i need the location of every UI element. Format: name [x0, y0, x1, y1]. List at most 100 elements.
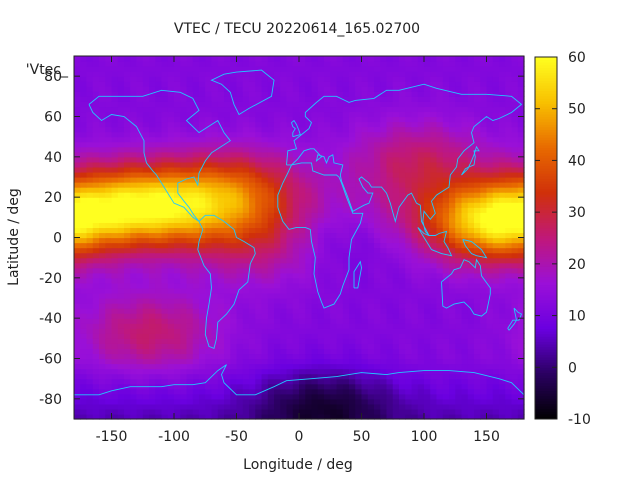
heatmap-cell: [217, 146, 225, 153]
heatmap-cell: [380, 262, 388, 269]
heatmap-cell: [517, 161, 525, 168]
heatmap-cell: [142, 292, 150, 299]
heatmap-cell: [411, 388, 419, 395]
heatmap-cell: [274, 298, 281, 304]
heatmap-cell: [99, 237, 106, 244]
heatmap-cell: [442, 413, 450, 420]
heatmap-cell: [230, 267, 238, 274]
heatmap-cell: [117, 126, 125, 133]
heatmap-cell: [467, 237, 475, 244]
heatmap-cell: [199, 71, 206, 77]
heatmap-cell: [205, 131, 213, 138]
heatmap-cell: [192, 91, 200, 97]
heatmap-cell: [99, 378, 106, 385]
heatmap-cell: [249, 106, 256, 113]
heatmap-cell: [92, 237, 100, 244]
heatmap-cell: [474, 136, 481, 143]
heatmap-cell: [167, 76, 175, 82]
heatmap-cell: [311, 197, 319, 203]
heatmap-cell: [305, 202, 313, 208]
heatmap-cell: [117, 177, 125, 183]
heatmap-cell: [336, 408, 344, 415]
heatmap-cell: [180, 403, 188, 410]
heatmap-cell: [192, 348, 200, 355]
heatmap-cell: [224, 408, 231, 415]
heatmap-cell: [211, 282, 219, 289]
heatmap-cell: [286, 106, 294, 113]
heatmap-cell: [211, 262, 219, 269]
heatmap-cell: [386, 177, 394, 183]
heatmap-cell: [317, 151, 325, 158]
heatmap-cell: [230, 86, 238, 92]
heatmap-cell: [186, 207, 194, 213]
heatmap-cell: [380, 308, 388, 314]
heatmap-cell: [449, 182, 456, 188]
heatmap-cell: [417, 343, 425, 350]
heatmap-cell: [411, 282, 419, 289]
heatmap-cell: [286, 81, 294, 87]
heatmap-cell: [367, 116, 375, 123]
heatmap-cell: [142, 257, 150, 264]
heatmap-cell: [180, 76, 188, 82]
heatmap-cell: [117, 96, 125, 102]
heatmap-cell: [486, 298, 494, 304]
heatmap-cell: [517, 182, 525, 188]
heatmap-cell: [517, 222, 525, 229]
heatmap-cell: [149, 318, 156, 324]
heatmap-cell: [111, 373, 119, 380]
heatmap-cell: [467, 363, 475, 370]
heatmap-cell: [117, 368, 125, 375]
heatmap-cell: [436, 262, 444, 269]
heatmap-cell: [267, 91, 275, 97]
heatmap-cell: [374, 368, 381, 375]
heatmap-cell: [92, 313, 100, 319]
heatmap-cell: [436, 171, 444, 178]
heatmap-cell: [330, 267, 338, 274]
heatmap-cell: [224, 166, 231, 173]
heatmap-cell: [474, 333, 481, 339]
heatmap-cell: [74, 182, 81, 188]
heatmap-cell: [505, 363, 513, 370]
heatmap-cell: [324, 403, 331, 410]
heatmap-cell: [392, 252, 400, 259]
heatmap-cell: [505, 101, 513, 108]
heatmap-cell: [380, 303, 388, 309]
heatmap-cell: [136, 363, 144, 370]
heatmap-cell: [186, 116, 194, 123]
heatmap-cell: [242, 318, 250, 324]
heatmap-cell: [80, 338, 88, 344]
heatmap-cell: [211, 267, 219, 274]
heatmap-cell: [180, 96, 188, 102]
heatmap-cell: [280, 348, 288, 355]
heatmap-cell: [267, 408, 275, 415]
heatmap-cell: [186, 358, 194, 365]
heatmap-cell: [211, 252, 219, 259]
heatmap-cell: [411, 116, 419, 123]
heatmap-cell: [192, 96, 200, 102]
heatmap-cell: [249, 358, 256, 365]
heatmap-cell: [511, 136, 519, 143]
heatmap-cell: [361, 156, 369, 163]
heatmap-cell: [80, 81, 88, 87]
heatmap-cell: [174, 298, 181, 304]
heatmap-cell: [436, 187, 444, 193]
heatmap-cell: [267, 298, 275, 304]
heatmap-cell: [392, 292, 400, 299]
heatmap-cell: [149, 298, 156, 304]
heatmap-cell: [461, 378, 469, 385]
heatmap-cell: [374, 156, 381, 163]
heatmap-cell: [324, 328, 331, 334]
heatmap-cell: [280, 116, 288, 123]
heatmap-cell: [405, 413, 413, 420]
heatmap-cell: [74, 187, 81, 193]
heatmap-cell: [124, 373, 131, 380]
heatmap-cell: [167, 197, 175, 203]
heatmap-cell: [186, 71, 194, 77]
heatmap-cell: [505, 303, 513, 309]
heatmap-cell: [242, 227, 250, 234]
heatmap-cell: [205, 116, 213, 123]
heatmap-cell: [299, 318, 306, 324]
heatmap-cell: [505, 131, 513, 138]
heatmap-cell: [192, 141, 200, 148]
heatmap-cell: [349, 403, 356, 410]
